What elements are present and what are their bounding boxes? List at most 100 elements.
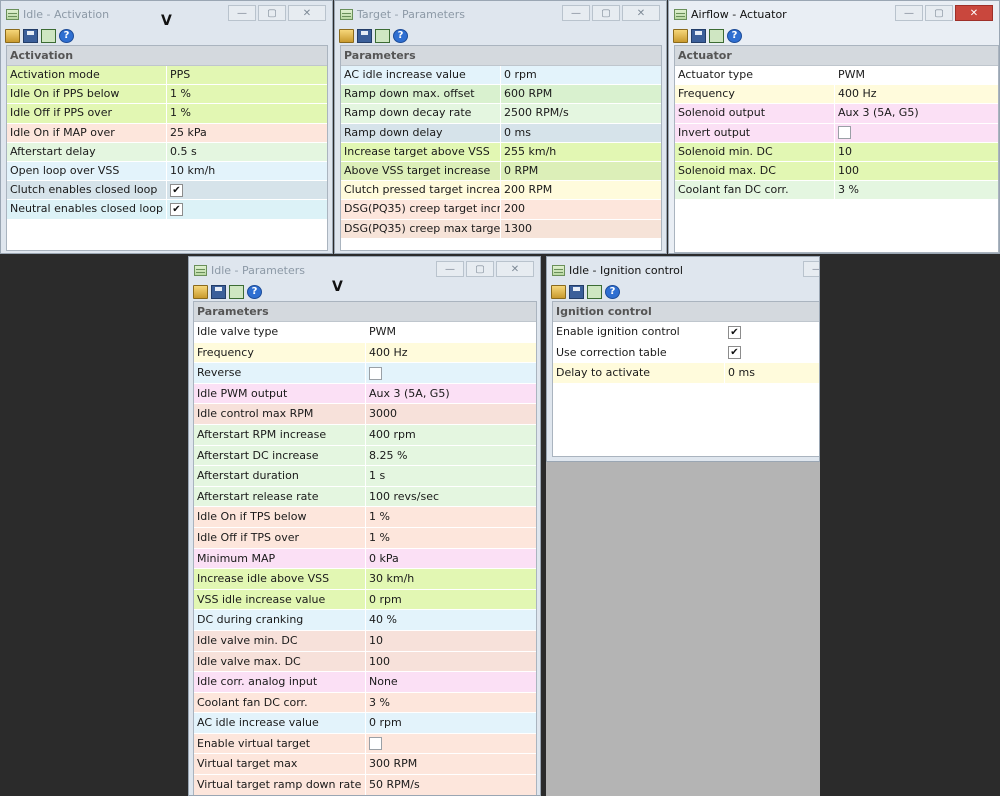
folder-icon[interactable] bbox=[339, 29, 354, 43]
property-value[interactable]: 8.25 % bbox=[369, 448, 408, 462]
property-value[interactable]: 0.5 s bbox=[170, 144, 197, 158]
property-value[interactable]: PWM bbox=[838, 68, 866, 81]
property-row[interactable]: Idle On if MAP over 25 kPa bbox=[7, 123, 327, 143]
panel-icon[interactable] bbox=[375, 29, 390, 43]
property-value[interactable]: None bbox=[369, 675, 398, 689]
property-value[interactable]: 400 rpm bbox=[369, 427, 416, 441]
checkbox-checked[interactable]: ✔ bbox=[170, 202, 183, 216]
save-icon[interactable] bbox=[357, 29, 372, 43]
property-row[interactable]: Minimum MAP 0 kPa bbox=[194, 548, 536, 570]
property-row[interactable]: Frequency 400 Hz bbox=[675, 85, 998, 105]
property-value[interactable]: 1 % bbox=[170, 106, 191, 120]
close-button[interactable]: ✕ bbox=[496, 261, 534, 277]
property-row[interactable]: Increase idle above VSS 30 km/h bbox=[194, 569, 536, 590]
property-row[interactable]: Activation mode PPS bbox=[7, 66, 327, 86]
property-row[interactable]: Solenoid output Aux 3 (5A, G5) bbox=[675, 104, 998, 124]
checkbox-unchecked[interactable] bbox=[369, 737, 382, 751]
minimize-button[interactable]: — bbox=[436, 261, 464, 277]
folder-icon[interactable] bbox=[193, 285, 208, 299]
folder-icon[interactable] bbox=[551, 285, 566, 299]
close-button[interactable]: ✕ bbox=[955, 5, 993, 21]
property-value[interactable]: 100 bbox=[838, 163, 859, 177]
maximize-button[interactable]: ▢ bbox=[258, 5, 286, 21]
property-row[interactable]: Idle corr. analog input None bbox=[194, 672, 536, 693]
minimize-button[interactable]: — bbox=[895, 5, 923, 21]
property-value[interactable]: 100 revs/sec bbox=[369, 489, 440, 503]
property-value[interactable]: 25 kPa bbox=[170, 125, 207, 139]
property-row[interactable]: AC idle increase value 0 rpm bbox=[341, 66, 661, 86]
property-value[interactable]: 0 ms bbox=[728, 366, 755, 380]
property-value[interactable]: 1 % bbox=[170, 87, 191, 101]
save-icon[interactable] bbox=[691, 29, 706, 43]
checkbox-unchecked[interactable] bbox=[369, 366, 382, 380]
property-row[interactable]: Afterstart DC increase 8.25 % bbox=[194, 445, 536, 467]
property-row[interactable]: Coolant fan DC corr. 3 % bbox=[194, 692, 536, 714]
property-row[interactable]: Frequency 400 Hz bbox=[194, 342, 536, 364]
property-row[interactable]: Ramp down max. offset 600 RPM bbox=[341, 85, 661, 105]
property-value[interactable]: 200 RPM bbox=[504, 183, 553, 197]
checkbox-unchecked[interactable] bbox=[838, 126, 851, 140]
property-row[interactable]: Virtual target ramp down rate 50 RPM/s bbox=[194, 775, 536, 795]
titlebar[interactable]: Idle - Activation — ▢ ✕ bbox=[1, 1, 332, 27]
property-row[interactable]: Idle On if TPS below 1 % bbox=[194, 507, 536, 528]
property-row[interactable]: Idle valve min. DC 10 bbox=[194, 630, 536, 652]
property-row[interactable]: Idle Off if TPS over 1 % bbox=[194, 527, 536, 549]
property-value[interactable]: 400 Hz bbox=[369, 345, 408, 359]
property-value[interactable]: 3 % bbox=[369, 695, 390, 709]
property-value[interactable]: 10 bbox=[838, 144, 852, 158]
property-row[interactable]: Ramp down delay 0 ms bbox=[341, 123, 661, 143]
help-icon[interactable]: ? bbox=[605, 285, 620, 299]
titlebar[interactable]: Idle - Ignition control — bbox=[547, 257, 819, 283]
property-value[interactable]: 0 rpm bbox=[369, 592, 402, 606]
property-row[interactable]: Solenoid max. DC 100 bbox=[675, 161, 998, 182]
minimize-button[interactable]: — bbox=[228, 5, 256, 21]
property-value[interactable]: 1 % bbox=[369, 530, 390, 544]
property-value[interactable]: 10 km/h bbox=[170, 163, 216, 177]
property-row[interactable]: VSS idle increase value 0 rpm bbox=[194, 589, 536, 611]
property-value[interactable]: 1 % bbox=[369, 510, 390, 524]
property-row[interactable]: Clutch pressed target increase 200 RPM bbox=[341, 181, 661, 201]
property-row[interactable]: Idle Off if PPS over 1 % bbox=[7, 104, 327, 124]
property-row[interactable]: Reverse bbox=[194, 363, 536, 384]
property-value[interactable]: 1300 bbox=[504, 221, 532, 235]
property-value[interactable]: 0 rpm bbox=[504, 68, 537, 81]
property-row[interactable]: Virtual target max 300 RPM bbox=[194, 754, 536, 776]
close-button[interactable]: ✕ bbox=[622, 5, 660, 21]
property-value[interactable]: 3000 bbox=[369, 407, 397, 421]
property-value[interactable]: 400 Hz bbox=[838, 87, 877, 101]
property-row[interactable]: Enable virtual target bbox=[194, 733, 536, 755]
maximize-button[interactable]: ▢ bbox=[466, 261, 494, 277]
checkbox-checked[interactable]: ✔ bbox=[170, 183, 183, 197]
help-icon[interactable]: ? bbox=[727, 29, 742, 43]
panel-icon[interactable] bbox=[587, 285, 602, 299]
folder-icon[interactable] bbox=[673, 29, 688, 43]
save-icon[interactable] bbox=[569, 285, 584, 299]
panel-icon[interactable] bbox=[229, 285, 244, 299]
property-value[interactable]: 3 % bbox=[838, 183, 859, 197]
property-row[interactable]: AC idle increase value 0 rpm bbox=[194, 713, 536, 734]
property-row[interactable]: Above VSS target increase 0 RPM bbox=[341, 161, 661, 182]
property-row[interactable]: Solenoid min. DC 10 bbox=[675, 142, 998, 162]
property-row[interactable]: Idle On if PPS below 1 % bbox=[7, 85, 327, 105]
property-row[interactable]: Idle valve type PWM bbox=[194, 322, 536, 343]
property-row[interactable]: Idle PWM output Aux 3 (5A, G5) bbox=[194, 383, 536, 405]
property-value[interactable]: 0 kPa bbox=[369, 551, 399, 565]
property-row[interactable]: Invert output bbox=[675, 123, 998, 143]
titlebar[interactable]: Target - Parameters — ▢ ✕ bbox=[335, 1, 666, 27]
property-value[interactable]: 0 RPM bbox=[504, 163, 539, 177]
property-value[interactable]: 10 bbox=[369, 633, 383, 647]
property-row[interactable]: Increase target above VSS 255 km/h bbox=[341, 142, 661, 162]
property-value[interactable]: 2500 RPM/s bbox=[504, 106, 569, 120]
property-row[interactable]: Open loop over VSS 10 km/h bbox=[7, 161, 327, 182]
property-value[interactable]: 255 km/h bbox=[504, 144, 557, 158]
folder-icon[interactable] bbox=[5, 29, 20, 43]
close-button[interactable]: ✕ bbox=[288, 5, 326, 21]
property-value[interactable]: Aux 3 (5A, G5) bbox=[838, 106, 919, 120]
property-value[interactable]: 50 RPM/s bbox=[369, 778, 420, 792]
property-value[interactable]: Aux 3 (5A, G5) bbox=[369, 386, 450, 400]
property-row[interactable]: Idle valve max. DC 100 bbox=[194, 651, 536, 673]
property-value[interactable]: 30 km/h bbox=[369, 572, 415, 586]
checkbox-checked[interactable]: ✔ bbox=[728, 346, 741, 360]
titlebar[interactable]: Airflow - Actuator — ▢ ✕ bbox=[669, 1, 999, 27]
